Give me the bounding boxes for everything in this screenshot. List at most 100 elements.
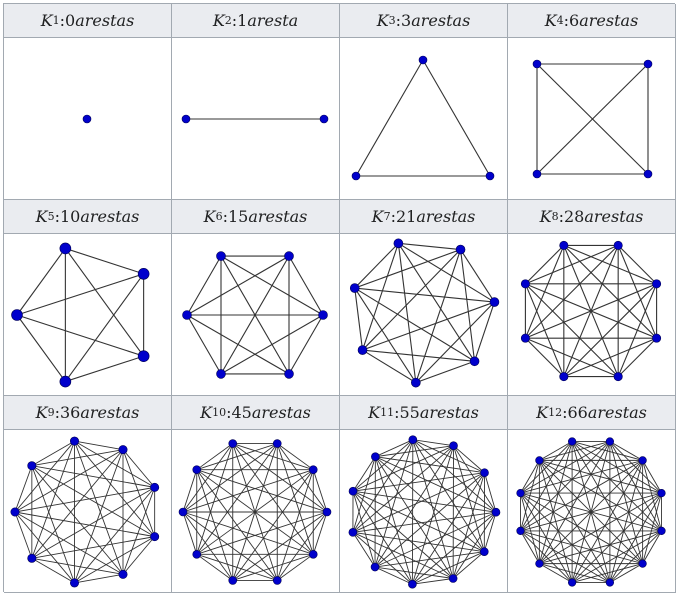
k9-edge-3 — [74, 440, 156, 537]
k11-edge-54 — [352, 456, 376, 533]
header-k1-subscript: 1 — [52, 14, 60, 27]
k11-vertex-2 — [449, 441, 458, 450]
k10-vertex-7 — [228, 576, 238, 585]
graph-cell-k3 — [340, 38, 508, 200]
k9-edge-22 — [122, 536, 156, 575]
k6-edge-12 — [220, 255, 290, 375]
k7-edge-9 — [415, 249, 462, 383]
k2-vertex-1 — [181, 114, 191, 124]
k12-vertex-8 — [568, 578, 577, 587]
k7-edge-18 — [354, 287, 475, 362]
k12-edge-21 — [539, 441, 611, 461]
header-k5-edge-count: 10 — [59, 207, 81, 226]
k11-edge-27 — [375, 456, 485, 474]
k11-edge-50 — [352, 532, 376, 568]
header-k10-edge-word: arestas — [251, 403, 311, 422]
graph-k10 — [178, 439, 332, 585]
graph-k4 — [532, 59, 653, 179]
k3-edge-1 — [355, 59, 424, 177]
header-k8-subscript: 8 — [551, 210, 559, 223]
k12-edge-61 — [520, 530, 540, 564]
k10-edge-28 — [196, 511, 328, 555]
k8-vertex-7 — [520, 279, 530, 289]
k5-vertex-1 — [59, 242, 72, 255]
graph-cell-k4 — [508, 38, 676, 200]
k12-edge-58 — [520, 530, 573, 583]
k11-edge-24 — [374, 472, 485, 568]
k11-vertex-5 — [479, 547, 489, 556]
k10-edge-40 — [196, 553, 234, 581]
k11-edge-43 — [352, 531, 454, 579]
graph-k1 — [82, 114, 92, 124]
k10-edge-32 — [232, 553, 314, 581]
k11-edge-45 — [374, 456, 454, 579]
k9-edge-14 — [14, 449, 124, 513]
k11-edge-2 — [412, 439, 485, 474]
k11-vertex-6 — [448, 574, 458, 583]
k12-edge-66 — [520, 460, 540, 494]
k11-edge-34 — [375, 456, 497, 513]
k7-edge-8 — [459, 249, 476, 362]
k12-vertex-11 — [516, 489, 525, 498]
k2-vertex-2 — [319, 114, 329, 124]
k6-edge-13 — [186, 255, 222, 316]
k5-edge-10 — [16, 314, 66, 382]
graph-cell-k11 — [340, 430, 508, 593]
k12-edge-42 — [539, 530, 662, 565]
k9-edge-20 — [14, 486, 155, 513]
k10-vertex-4 — [322, 507, 332, 517]
k8-vertex-1 — [613, 240, 623, 250]
k11-edge-19 — [375, 445, 454, 458]
k8-edge-18 — [563, 245, 657, 339]
graph-cell-k12 — [508, 430, 676, 593]
k12-vertex-9 — [535, 559, 544, 568]
k9-vertex-6 — [69, 578, 79, 588]
k5-vertex-5 — [11, 309, 23, 321]
k9-edge-26 — [31, 465, 155, 538]
k10-edge-45 — [182, 469, 198, 513]
header-k2-edge-word: aresta — [247, 11, 299, 30]
k9-vertex-2 — [118, 445, 128, 455]
graph-k11 — [348, 435, 501, 589]
header-k11-edge-word: arestas — [419, 403, 479, 422]
k7-vertex-6 — [357, 345, 368, 355]
k9-edge-21 — [31, 465, 155, 488]
k7-vertex-1 — [393, 238, 404, 249]
k1-vertex-1 — [82, 114, 92, 124]
k9-edge-28 — [31, 557, 124, 575]
k11-edge-47 — [352, 532, 413, 585]
k11-edge-37 — [374, 551, 485, 568]
k12-vertex-5 — [657, 526, 666, 535]
k11-edge-5 — [412, 439, 454, 579]
k8-vertex-6 — [520, 333, 530, 343]
k12-vertex-12 — [535, 456, 544, 465]
k7-edge-12 — [474, 301, 495, 362]
k11-edge-22 — [452, 472, 485, 579]
k9-vertex-1 — [69, 436, 79, 446]
k12-edge-11 — [539, 441, 573, 461]
k6-vertex-3 — [216, 369, 226, 379]
header-k6-subscript: 6 — [215, 210, 223, 223]
header-k3-subscript: 3 — [388, 14, 396, 27]
k11-edge-46 — [374, 566, 413, 585]
header-k11: K 11 : 55 arestas — [340, 396, 508, 430]
graph-k9 — [10, 436, 160, 588]
k5-edge-2 — [64, 248, 145, 357]
k11-edge-12 — [453, 445, 497, 513]
k11-edge-44 — [352, 490, 454, 579]
k12-vertex-3 — [638, 456, 647, 465]
k9-edge-25 — [14, 511, 155, 538]
k10-edge-42 — [196, 469, 234, 581]
k10-edge-17 — [196, 443, 278, 471]
k9-vertex-7 — [27, 553, 37, 563]
k12-vertex-7 — [605, 578, 614, 587]
header-k7-edge-count: 21 — [395, 207, 417, 226]
graph-cell-k6 — [172, 234, 340, 396]
k11-edge-13 — [453, 445, 485, 552]
k12-edge-45 — [539, 459, 662, 532]
k9-vertex-4 — [150, 532, 160, 542]
k10-edge-10 — [276, 443, 314, 471]
